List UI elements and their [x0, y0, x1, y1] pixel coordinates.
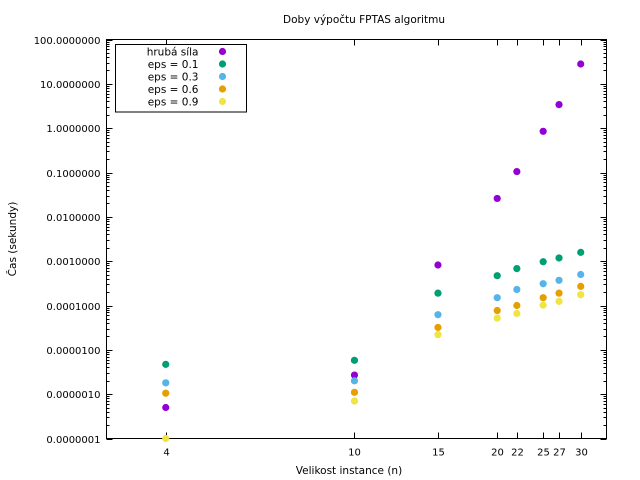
legend-marker	[218, 72, 227, 81]
series-eps-0-3	[162, 270, 585, 387]
data-point	[162, 379, 170, 387]
data-point	[577, 291, 585, 299]
legend-label: hrubá síla	[147, 46, 199, 58]
y-tick-label: 0.1000000	[46, 169, 100, 180]
data-point	[513, 167, 521, 176]
data-point	[513, 301, 521, 310]
data-point	[162, 403, 170, 412]
data-point	[555, 289, 563, 297]
legend-marker	[218, 85, 227, 93]
data-point	[350, 371, 359, 379]
data-point	[577, 270, 585, 279]
data-point	[539, 258, 547, 266]
y-tick-label: 0.0001000	[46, 302, 100, 313]
legend-label: eps = 0.3	[148, 71, 199, 83]
y-tick-label: 0.0010000	[46, 257, 100, 268]
data-point	[539, 301, 547, 309]
data-point	[493, 306, 501, 315]
chart-title: Doby výpočtu FPTAS algoritmu	[283, 14, 445, 26]
legend-label: eps = 0.6	[148, 84, 199, 96]
x-tick-label: 27	[553, 448, 566, 459]
y-tick-label: 10.0000000	[40, 80, 100, 91]
x-tick-label: 22	[511, 448, 524, 459]
data-point	[539, 127, 547, 135]
data-point	[577, 60, 585, 68]
data-point	[434, 311, 442, 319]
data-point	[350, 356, 359, 364]
series-eps-0-9	[162, 291, 585, 443]
data-point	[555, 101, 563, 109]
y-tick-label: 100.0000000	[34, 36, 101, 47]
data-point	[513, 285, 521, 294]
data-point	[162, 360, 170, 368]
data-point	[555, 254, 563, 262]
legend-marker	[218, 97, 227, 106]
legend-label: eps = 0.1	[148, 59, 199, 71]
data-point	[493, 314, 501, 322]
legend-label: eps = 0.9	[148, 96, 199, 108]
data-point	[350, 397, 359, 405]
data-points	[162, 60, 585, 443]
data-point	[493, 294, 501, 302]
x-axis-label: Velikost instance (n)	[296, 465, 402, 477]
x-tick-label: 15	[432, 448, 445, 459]
data-point	[555, 297, 563, 305]
data-point	[434, 323, 442, 332]
data-point	[577, 248, 585, 256]
x-tick-label: 4	[163, 448, 169, 459]
data-point	[434, 261, 442, 269]
plot-area	[106, 39, 607, 439]
x-tick-label: 30	[575, 448, 588, 459]
data-point	[350, 388, 359, 396]
legend-marker	[218, 47, 227, 56]
y-tick-label: 0.0000010	[46, 390, 100, 401]
x-tick-label: 10	[348, 448, 361, 459]
y-axis-label: Čas (sekundy)	[6, 202, 19, 277]
data-point	[513, 264, 521, 273]
series-hrub-s-la	[162, 60, 585, 412]
data-point	[493, 194, 501, 203]
data-point	[162, 389, 170, 397]
data-point	[493, 272, 501, 280]
data-point	[577, 282, 585, 290]
data-point	[555, 276, 563, 284]
y-tick-label: 0.0000100	[46, 346, 100, 357]
data-point	[350, 377, 359, 385]
x-tick-label: 20	[491, 448, 504, 459]
y-axis: 100.0000000 10.0000000 1.0000000 0.1000000 0…	[34, 36, 607, 446]
series-eps-0-1	[162, 248, 585, 368]
data-point	[513, 309, 521, 318]
y-tick-label: 1.0000000	[46, 124, 100, 135]
data-point	[539, 280, 547, 288]
data-point	[162, 434, 170, 443]
data-point	[434, 289, 442, 297]
data-point	[434, 331, 442, 339]
y-tick-label: 0.0000001	[46, 435, 100, 446]
x-tick-label: 25	[537, 448, 550, 459]
legend-marker	[218, 60, 227, 68]
data-point	[539, 294, 547, 302]
y-tick-label: 0.0100000	[46, 213, 100, 224]
series-eps-0-6	[162, 282, 585, 397]
